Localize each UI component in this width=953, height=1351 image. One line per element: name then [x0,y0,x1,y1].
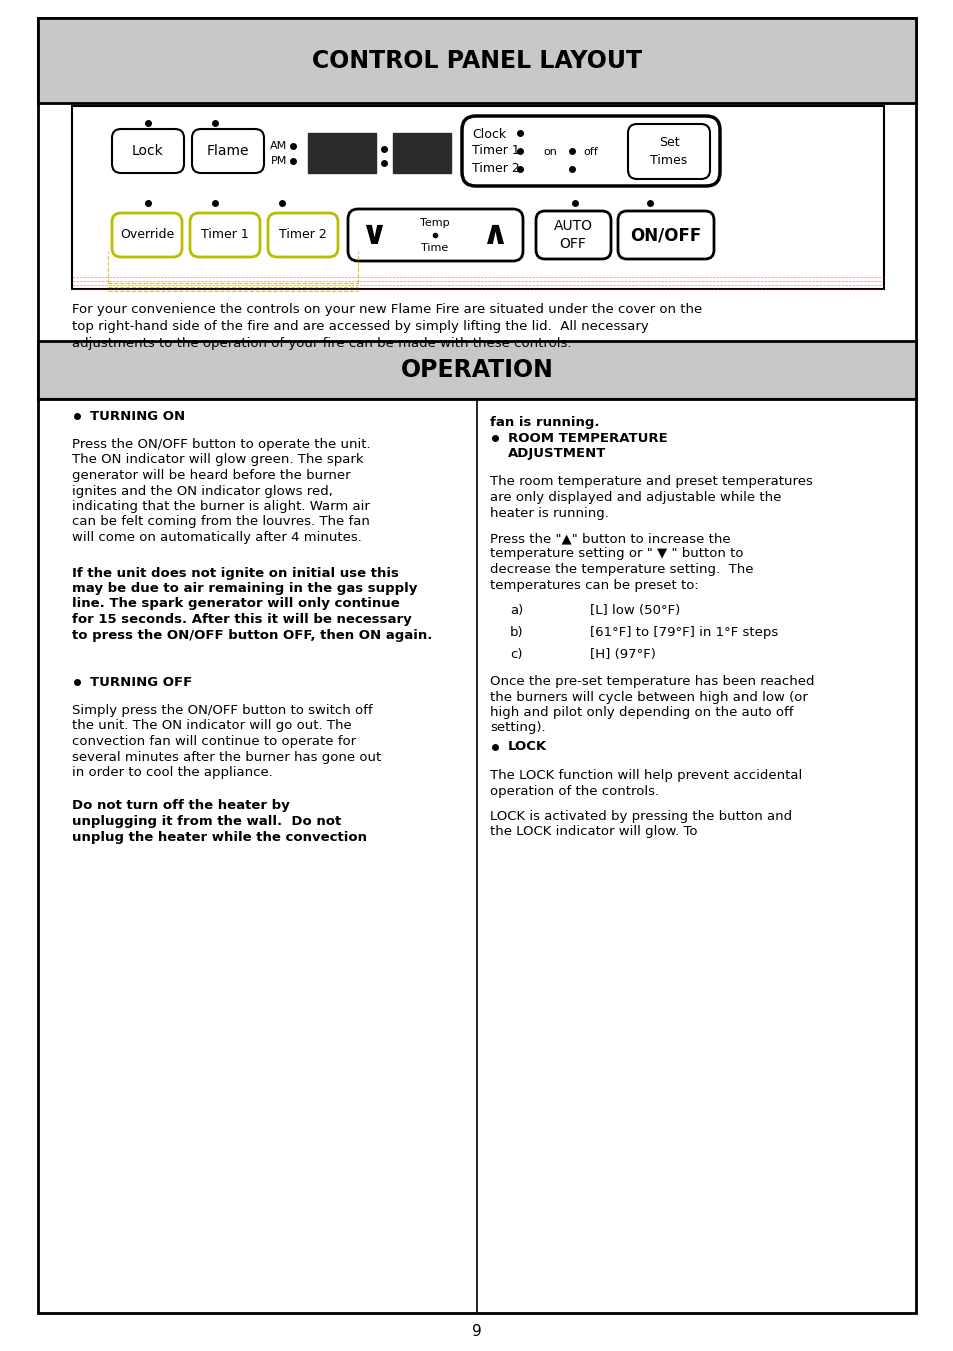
Text: Timer 1: Timer 1 [472,145,519,158]
Text: ADJUSTMENT: ADJUSTMENT [507,447,606,459]
Text: b): b) [510,626,523,639]
FancyBboxPatch shape [348,209,522,261]
FancyBboxPatch shape [461,116,720,186]
Text: AM: AM [270,141,287,151]
Text: ∧: ∧ [482,219,509,251]
Text: TURNING OFF: TURNING OFF [90,676,193,689]
Bar [38,340,915,399]
Text: temperatures can be preset to:: temperatures can be preset to: [490,578,698,592]
Text: Timer 1: Timer 1 [201,228,249,242]
Text: The room temperature and preset temperatures: The room temperature and preset temperat… [490,476,812,489]
FancyBboxPatch shape [112,128,184,173]
Text: setting).: setting). [490,721,545,735]
FancyBboxPatch shape [536,211,610,259]
Text: Override: Override [120,228,174,242]
Text: OPERATION: OPERATION [400,358,553,382]
Text: Press the "▲" button to increase the: Press the "▲" button to increase the [490,532,730,544]
Text: The LOCK function will help prevent accidental: The LOCK function will help prevent acci… [490,769,801,782]
Bar [38,18,915,103]
Text: top right-hand side of the fire and are accessed by simply lifting the lid.  All: top right-hand side of the fire and are … [71,320,648,332]
Text: unplugging it from the wall.  Do not: unplugging it from the wall. Do not [71,815,341,828]
Text: AUTO
OFF: AUTO OFF [553,219,592,251]
Text: convection fan will continue to operate for: convection fan will continue to operate … [71,735,355,748]
FancyBboxPatch shape [190,213,260,257]
Text: generator will be heard before the burner: generator will be heard before the burne… [71,469,351,482]
Text: in order to cool the appliance.: in order to cool the appliance. [71,766,273,780]
Text: 9: 9 [472,1324,481,1339]
Text: ROOM TEMPERATURE: ROOM TEMPERATURE [507,431,667,444]
Text: Flame: Flame [207,145,249,158]
Text: the unit. The ON indicator will go out. The: the unit. The ON indicator will go out. … [71,720,352,732]
Text: decrease the temperature setting.  The: decrease the temperature setting. The [490,563,753,576]
Text: on: on [542,147,557,157]
Text: can be felt coming from the louvres. The fan: can be felt coming from the louvres. The… [71,516,370,528]
Text: high and pilot only depending on the auto off: high and pilot only depending on the aut… [490,707,793,719]
Bar [393,132,451,173]
Text: off: off [582,147,598,157]
Text: LOCK is activated by pressing the button and: LOCK is activated by pressing the button… [490,811,791,823]
Text: The ON indicator will glow green. The spark: The ON indicator will glow green. The sp… [71,454,363,466]
Text: c): c) [510,648,522,661]
Text: are only displayed and adjustable while the: are only displayed and adjustable while … [490,490,781,504]
Text: temperature setting or " ▼ " button to: temperature setting or " ▼ " button to [490,547,742,561]
Text: TURNING ON: TURNING ON [90,409,185,423]
Text: unplug the heater while the convection: unplug the heater while the convection [71,831,367,843]
Text: LOCK: LOCK [507,740,547,754]
Text: fan is running.: fan is running. [490,416,598,430]
Text: a): a) [510,604,522,617]
Text: Set
Times: Set Times [650,135,687,166]
Text: Time: Time [421,243,448,253]
Text: Timer 2: Timer 2 [472,162,519,176]
Text: For your convenience the controls on your new Flame Fire are situated under the : For your convenience the controls on you… [71,303,701,316]
FancyBboxPatch shape [618,211,713,259]
Text: Do not turn off the heater by: Do not turn off the heater by [71,800,290,812]
Text: Timer 2: Timer 2 [279,228,327,242]
FancyBboxPatch shape [192,128,264,173]
Text: for 15 seconds. After this it will be necessary: for 15 seconds. After this it will be ne… [71,613,412,626]
Text: ∨: ∨ [361,219,388,251]
FancyBboxPatch shape [112,213,182,257]
Text: ON/OFF: ON/OFF [630,226,700,245]
Text: If the unit does not ignite on initial use this: If the unit does not ignite on initial u… [71,566,398,580]
Text: adjustments to the operation of your fire can be made with these controls.: adjustments to the operation of your fir… [71,336,571,350]
Text: ignites and the ON indicator glows red,: ignites and the ON indicator glows red, [71,485,333,497]
Text: the burners will cycle between high and low (or: the burners will cycle between high and … [490,690,807,704]
Text: the LOCK indicator will glow. To: the LOCK indicator will glow. To [490,825,697,839]
Text: [61°F] to [79°F] in 1°F steps: [61°F] to [79°F] in 1°F steps [589,626,778,639]
Text: Clock: Clock [472,127,506,141]
Text: several minutes after the burner has gone out: several minutes after the burner has gon… [71,751,381,763]
Text: heater is running.: heater is running. [490,507,608,520]
Text: may be due to air remaining in the gas supply: may be due to air remaining in the gas s… [71,582,417,594]
Text: indicating that the burner is alight. Warm air: indicating that the burner is alight. Wa… [71,500,370,513]
Text: CONTROL PANEL LAYOUT: CONTROL PANEL LAYOUT [312,49,641,73]
Bar [308,132,375,173]
Text: operation of the controls.: operation of the controls. [490,785,659,797]
Text: Once the pre-set temperature has been reached: Once the pre-set temperature has been re… [490,676,814,688]
Text: Simply press the ON/OFF button to switch off: Simply press the ON/OFF button to switch… [71,704,373,717]
FancyBboxPatch shape [268,213,337,257]
Text: line. The spark generator will only continue: line. The spark generator will only cont… [71,597,399,611]
Text: [L] low (50°F): [L] low (50°F) [589,604,679,617]
Text: to press the ON/OFF button OFF, then ON again.: to press the ON/OFF button OFF, then ON … [71,628,432,642]
Text: PM: PM [271,155,287,166]
Text: Press the ON/OFF button to operate the unit.: Press the ON/OFF button to operate the u… [71,438,370,451]
Text: will come on automatically after 4 minutes.: will come on automatically after 4 minut… [71,531,361,544]
FancyBboxPatch shape [627,124,709,178]
Text: Temp: Temp [419,218,450,228]
Text: Lock: Lock [132,145,164,158]
Bar [71,105,883,289]
Text: [H] (97°F): [H] (97°F) [589,648,655,661]
